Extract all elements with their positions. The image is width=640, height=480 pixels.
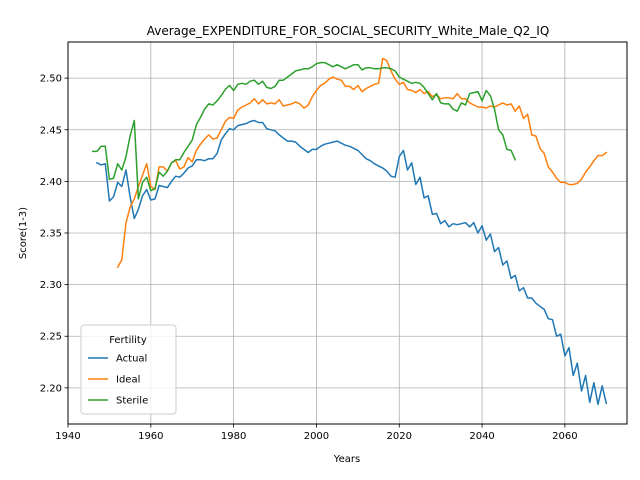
x-tick-label: 2040 [469, 431, 494, 442]
legend-label-sterile: Sterile [116, 396, 148, 407]
y-tick-label: 2.30 [40, 280, 62, 291]
axis-ticks: 1940 1960 1980 2000 2020 2040 2060 2.20 2.25 2.30… [40, 74, 578, 442]
y-tick-label: 2.50 [40, 74, 62, 85]
x-tick-label: 2060 [552, 431, 577, 442]
x-tick-label: 1960 [138, 431, 163, 442]
legend-box [80, 324, 177, 415]
y-tick-label: 2.25 [40, 332, 62, 343]
x-tick-label: 2000 [304, 431, 329, 442]
y-tick-label: 2.40 [40, 177, 62, 188]
y-axis-title: Score(1-3) [18, 207, 29, 259]
legend: Fertility Actual Ideal Sterile [80, 324, 177, 415]
series-lines [92, 57, 608, 406]
chart-title: Average_EXPENDITURE_FOR_SOCIAL_SECURITY_… [147, 24, 550, 38]
y-tick-label: 2.20 [40, 383, 62, 394]
x-tick-label: 1940 [55, 431, 80, 442]
y-tick-label: 2.45 [40, 125, 62, 136]
x-tick-label: 1980 [221, 431, 246, 442]
legend-title: Fertility [109, 335, 147, 346]
series-line-sterile [92, 61, 517, 200]
legend-label-actual: Actual [116, 354, 147, 365]
legend-label-ideal: Ideal [116, 375, 140, 386]
y-tick-label: 2.35 [40, 229, 62, 240]
series-line-ideal [116, 57, 608, 269]
x-tick-label: 2020 [387, 431, 412, 442]
x-axis-title: Years [333, 454, 360, 465]
legend-entries: Actual Ideal Sterile [88, 354, 148, 407]
series-line-actual [95, 119, 608, 406]
